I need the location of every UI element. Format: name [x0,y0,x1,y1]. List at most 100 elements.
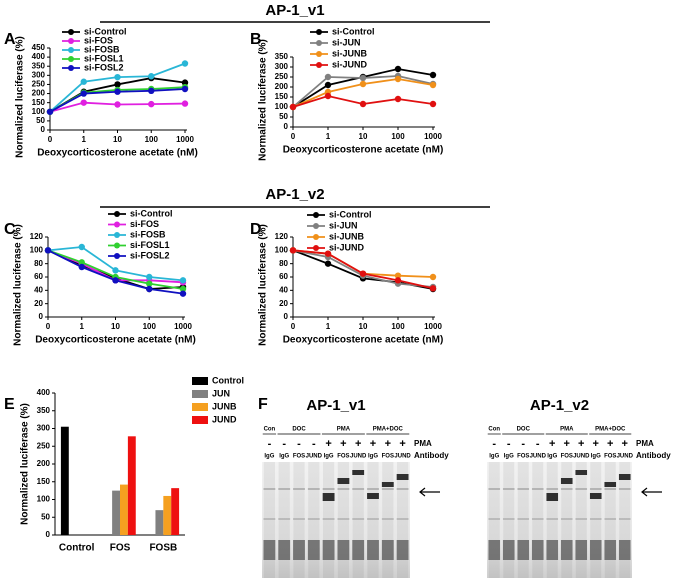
free-probe [502,540,515,560]
pma-sign: + [549,438,555,450]
faint-band [293,488,305,490]
free-probe [517,540,530,560]
x-tick-label: 100 [145,135,159,144]
legend-label: si-JUND [332,59,368,69]
x-tick-label: 10 [113,135,122,144]
antibody-label: JUND [530,454,547,460]
point [78,259,85,266]
pma-sign: + [340,438,346,450]
group-label: Con [488,427,500,433]
bar [155,510,164,535]
faint-band [618,518,631,520]
y-tick-label: 40 [279,285,288,294]
point [429,100,437,108]
legend-marker [114,253,120,259]
y-tick-label: 200 [275,82,289,91]
y-tick-label: 350 [37,406,51,415]
legend-label: si-Control [130,208,173,218]
point [78,263,85,271]
free-probe [589,540,602,560]
point [359,100,367,108]
faint-band [560,518,573,520]
point [44,247,52,254]
y-tick-label: 150 [32,98,46,107]
point [179,290,187,297]
free-probe [396,540,409,560]
faint-band [263,518,276,520]
faint-band [560,488,573,490]
faint-band [488,518,501,520]
antibody-label: FOS [337,454,349,460]
header: AP-1_v2 [265,186,324,203]
faint-band [502,518,515,520]
free-probe [604,540,617,560]
pma-sign: - [282,438,286,450]
legend-marker [313,234,319,240]
y-tick-label: 100 [275,245,289,254]
free-probe [488,540,501,560]
shift-band [381,482,394,487]
group-label: PMA [560,427,574,433]
group-label: PMA+DOC [373,427,404,433]
y-tick-label: 100 [275,102,289,111]
point [148,73,155,80]
point [289,103,297,111]
point [112,267,119,274]
group-label: PMA+DOC [595,427,626,433]
point [80,99,87,106]
point [429,71,437,79]
point [146,273,153,281]
faint-band [367,518,379,520]
point [181,60,189,67]
faint-band [337,488,350,490]
y-tick-label: 350 [32,61,46,70]
free-probe [352,540,365,560]
legend-label: si-Control [329,209,372,219]
legend-swatch [192,403,208,411]
x-tick-label: Control [59,543,95,554]
faint-band [307,518,320,520]
x-axis-label: Deoxycorticosterone acetate (nM) [35,335,196,346]
y-tick-label: 80 [279,259,288,268]
pma-sign: - [312,438,316,450]
y-tick-label: 100 [30,245,44,254]
point [324,73,332,81]
free-probe [560,540,573,560]
x-tick-label: 1 [80,322,85,331]
x-tick-label: FOSB [149,543,177,554]
y-tick-label: 450 [32,43,46,52]
faint-band [278,518,291,520]
arrow-head [641,487,648,497]
x-tick-label: 1000 [176,135,194,144]
point [148,100,155,108]
point [146,280,153,287]
shift-band [396,474,409,480]
x-tick-label: 0 [48,135,53,144]
faint-band [546,518,559,520]
point [359,80,367,88]
legend-label: si-Control [332,26,375,36]
y-tick-label: 100 [32,107,46,116]
point [78,243,85,251]
y-tick-label: 300 [32,70,46,79]
pma-sign: + [385,438,391,450]
antibody-label: JUND [306,454,323,460]
legend-marker [114,232,120,238]
x-axis-label: Deoxycorticosterone acetate (nM) [283,145,444,156]
legend-swatch [192,416,208,424]
pma-sign: - [507,438,511,450]
y-tick-label: 250 [32,80,46,89]
x-tick-label: 1 [82,135,87,144]
group-label: Con [264,427,276,433]
antibody-label: IgG [489,454,499,460]
point [112,277,119,284]
legend-marker [114,221,120,228]
antibody-label: Antibody [414,451,449,460]
y-tick-label: 60 [279,272,288,281]
shift-band [367,493,379,499]
faint-band [589,518,602,520]
point [80,90,87,97]
y-tick-label: 0 [39,312,44,321]
legend-marker [68,47,74,53]
y-axis-label: Normalized luciferase (%) [15,36,26,158]
